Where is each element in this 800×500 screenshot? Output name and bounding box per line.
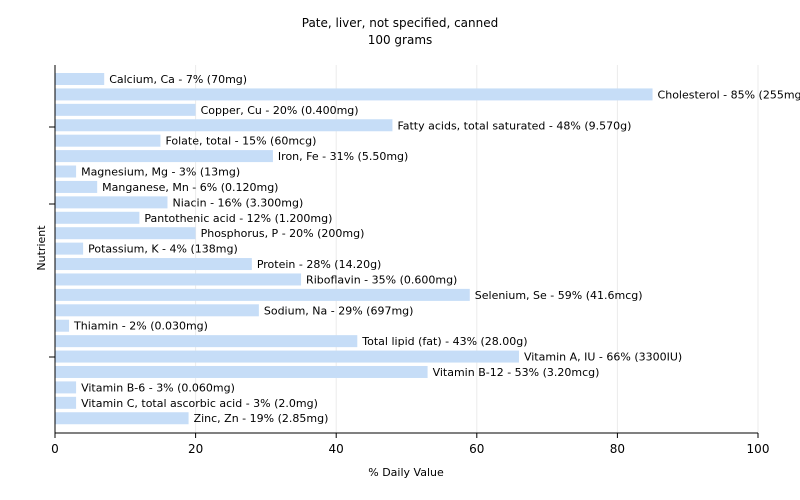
bar	[55, 365, 428, 378]
bar-label: Folate, total - 15% (60mcg)	[165, 135, 316, 148]
bar-label: Vitamin A, IU - 66% (3300IU)	[524, 351, 682, 364]
bar	[55, 227, 196, 240]
bar-label: Vitamin B-12 - 53% (3.20mcg)	[433, 366, 600, 379]
bar-label: Phosphorus, P - 20% (200mg)	[201, 227, 365, 240]
bar	[55, 134, 161, 147]
bar-label: Protein - 28% (14.20g)	[257, 258, 382, 271]
bar-label: Pantothenic acid - 12% (1.200mg)	[144, 212, 332, 225]
bar-label: Selenium, Se - 59% (41.6mcg)	[475, 289, 643, 302]
bar	[55, 381, 77, 394]
bar	[55, 273, 302, 286]
bar	[55, 196, 168, 209]
bar	[55, 150, 273, 163]
bar	[55, 288, 470, 301]
bar-label: Copper, Cu - 20% (0.400mg)	[201, 104, 359, 117]
bar	[55, 242, 84, 255]
chart-title: Pate, liver, not specified, canned	[302, 16, 498, 30]
x-tick-label: 20	[188, 442, 203, 456]
bar-label: Calcium, Ca - 7% (70mg)	[109, 73, 247, 86]
bar-label: Potassium, K - 4% (138mg)	[88, 243, 238, 256]
x-tick-label: 0	[51, 442, 59, 456]
x-tick-label: 40	[329, 442, 344, 456]
bar-label: Cholesterol - 85% (255mg)	[658, 88, 800, 101]
x-tick-label: 100	[747, 442, 770, 456]
x-tick-label: 80	[610, 442, 625, 456]
bar	[55, 103, 196, 116]
bar	[55, 335, 358, 348]
bar	[55, 165, 77, 178]
bar-label: Zinc, Zn - 19% (2.85mg)	[194, 412, 329, 425]
bar	[55, 350, 519, 363]
bar-label: Niacin - 16% (3.300mg)	[172, 196, 303, 209]
bar-label: Riboflavin - 35% (0.600mg)	[306, 273, 457, 286]
bar	[55, 211, 140, 224]
bar	[55, 180, 98, 193]
bar-label: Thiamin - 2% (0.030mg)	[73, 320, 208, 333]
bar	[55, 73, 105, 85]
axes	[49, 65, 758, 434]
bar-label: Manganese, Mn - 6% (0.120mg)	[102, 181, 278, 194]
bar	[55, 304, 259, 317]
bar-label: Fatty acids, total saturated - 48% (9.57…	[397, 119, 631, 132]
bar	[55, 258, 252, 271]
bar	[55, 319, 70, 332]
bar-label: Magnesium, Mg - 3% (13mg)	[81, 166, 240, 179]
x-ticks: 0 20 40 60 80 100	[51, 433, 769, 456]
bar-label: Vitamin C, total ascorbic acid - 3% (2.0…	[81, 397, 318, 410]
bar	[55, 412, 189, 425]
bar-labels: Calcium, Ca - 7% (70mg) Cholesterol - 85%…	[73, 73, 800, 425]
x-tick-label: 60	[469, 442, 484, 456]
bar-label: Iron, Fe - 31% (5.50mg)	[278, 150, 408, 163]
x-axis-label: % Daily Value	[368, 466, 444, 479]
bar-label: Sodium, Na - 29% (697mg)	[264, 304, 414, 317]
bar	[55, 119, 393, 132]
chart-subtitle: 100 grams	[368, 33, 433, 47]
bar-label: Vitamin B-6 - 3% (0.060mg)	[81, 381, 235, 394]
bar	[55, 88, 653, 101]
bar-label: Total lipid (fat) - 43% (28.00g)	[361, 335, 527, 348]
y-axis-label: Nutrient	[35, 225, 48, 271]
bars	[55, 73, 653, 425]
bar	[55, 396, 77, 409]
